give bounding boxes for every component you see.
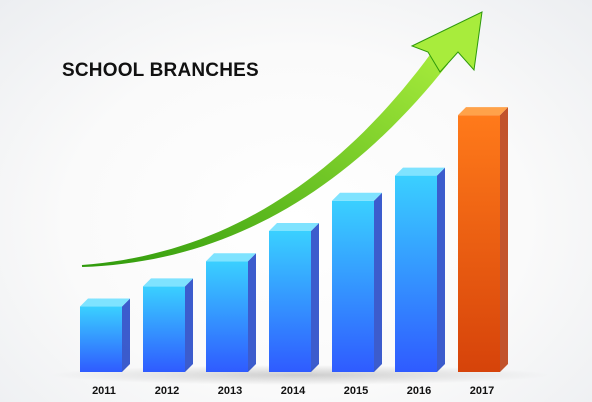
bar-2012 (143, 278, 193, 372)
bar-front (458, 115, 500, 372)
bar-cap (458, 107, 508, 116)
bar-front (395, 175, 437, 372)
x-tick-label: 2017 (470, 385, 494, 397)
arrow-head (410, 11, 483, 73)
bar-2011 (80, 298, 130, 372)
bar-cap (395, 167, 445, 176)
bar-side (500, 107, 508, 372)
bar-cap (80, 298, 130, 307)
bar-side (437, 167, 445, 372)
bar-side (374, 192, 382, 372)
x-tick-label: 2014 (281, 385, 306, 397)
x-tick-label: 2016 (407, 385, 431, 397)
bar-front (269, 231, 311, 372)
x-tick-label: 2013 (218, 385, 242, 397)
bar-front (332, 200, 374, 372)
bar-cap (206, 253, 256, 262)
x-tick-label: 2012 (155, 385, 179, 397)
bar-cap (269, 223, 319, 231)
chart-title: SCHOOL BRANCHES (62, 60, 259, 81)
bar-cap (332, 192, 382, 201)
trend-arrow (81, 11, 483, 268)
bar-side (185, 278, 193, 372)
x-tick-label: 2011 (92, 385, 116, 397)
bar-front (206, 261, 248, 372)
bar-front (80, 306, 122, 372)
bar-side (122, 298, 130, 372)
bar-2016 (395, 167, 445, 372)
bar-cap (143, 278, 193, 287)
bar-front (143, 286, 185, 372)
bar-2013 (206, 253, 256, 372)
arrow-body (81, 51, 449, 268)
bar-2014 (269, 223, 319, 372)
bar-side (311, 223, 319, 372)
x-tick-label: 2015 (344, 385, 368, 397)
bar-2017 (458, 107, 508, 372)
x-tick-labels: 2011 2012 2013 2014 2015 2016 2017 (92, 385, 494, 397)
bar-side (248, 253, 256, 372)
bar-2015 (332, 192, 382, 372)
bars-group (80, 107, 508, 372)
